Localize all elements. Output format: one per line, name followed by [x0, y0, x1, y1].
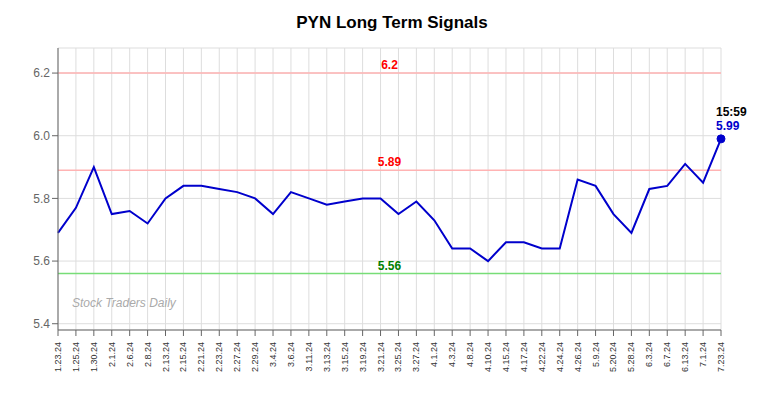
svg-text:6.2: 6.2 [381, 58, 398, 72]
svg-text:6.3.24: 6.3.24 [644, 342, 654, 367]
svg-text:2.1.24: 2.1.24 [107, 342, 117, 367]
svg-text:5.20.24: 5.20.24 [608, 342, 618, 372]
svg-text:15:59: 15:59 [716, 105, 747, 119]
svg-text:3.4.24: 3.4.24 [268, 342, 278, 367]
svg-text:6.7.24: 6.7.24 [662, 342, 672, 367]
html-text:PYN Long Term Signals: PYN Long Term Signals [296, 13, 488, 32]
svg-text:7.23.24: 7.23.24 [716, 342, 726, 372]
svg-text:4.17.24: 4.17.24 [519, 342, 529, 372]
svg-text:1.23.24: 1.23.24 [53, 342, 63, 372]
svg-text:4.8.24: 4.8.24 [465, 342, 475, 367]
svg-text:2.23.24: 2.23.24 [214, 342, 224, 372]
svg-text:2.6.24: 2.6.24 [125, 342, 135, 367]
svg-text:5.9.24: 5.9.24 [591, 342, 601, 367]
svg-text:2.13.24: 2.13.24 [161, 342, 171, 372]
svg-text:5.56: 5.56 [378, 259, 402, 273]
svg-text:5.28.24: 5.28.24 [626, 342, 636, 372]
svg-text:4.15.24: 4.15.24 [501, 342, 511, 372]
svg-text:3.21.24: 3.21.24 [376, 342, 386, 372]
svg-text:5.89: 5.89 [378, 155, 402, 169]
svg-text:6.13.24: 6.13.24 [680, 342, 690, 372]
svg-text:6.2: 6.2 [33, 66, 50, 80]
svg-text:4.26.24: 4.26.24 [573, 342, 583, 372]
svg-text:1.30.24: 1.30.24 [89, 342, 99, 372]
svg-text:3.6.24: 3.6.24 [286, 342, 296, 367]
svg-text:4.22.24: 4.22.24 [537, 342, 547, 372]
svg-text:2.29.24: 2.29.24 [250, 342, 260, 372]
svg-text:5.99: 5.99 [716, 119, 740, 133]
svg-text:2.27.24: 2.27.24 [232, 342, 242, 372]
html-text:Stock Traders Daily: Stock Traders Daily [72, 296, 176, 310]
svg-text:3.13.24: 3.13.24 [322, 342, 332, 372]
svg-text:1.25.24: 1.25.24 [71, 342, 81, 372]
svg-text:5.8: 5.8 [33, 192, 50, 206]
svg-text:5.6: 5.6 [33, 254, 50, 268]
svg-text:3.25.24: 3.25.24 [393, 342, 403, 372]
svg-text:4.10.24: 4.10.24 [483, 342, 493, 372]
svg-text:2.8.24: 2.8.24 [143, 342, 153, 367]
svg-text:3.19.24: 3.19.24 [358, 342, 368, 372]
svg-text:3.27.24: 3.27.24 [411, 342, 421, 372]
svg-text:3.11.24: 3.11.24 [304, 342, 314, 371]
svg-text:6.0: 6.0 [33, 129, 50, 143]
svg-text:4.3.24: 4.3.24 [447, 342, 457, 367]
svg-text:2.21.24: 2.21.24 [196, 342, 206, 372]
svg-text:3.15.24: 3.15.24 [340, 342, 350, 372]
svg-text:7.1.24: 7.1.24 [698, 342, 708, 367]
svg-text:4.1.24: 4.1.24 [429, 342, 439, 367]
svg-text:4.24.24: 4.24.24 [555, 342, 565, 372]
svg-text:5.4: 5.4 [33, 317, 50, 331]
svg-text:2.15.24: 2.15.24 [178, 342, 188, 372]
